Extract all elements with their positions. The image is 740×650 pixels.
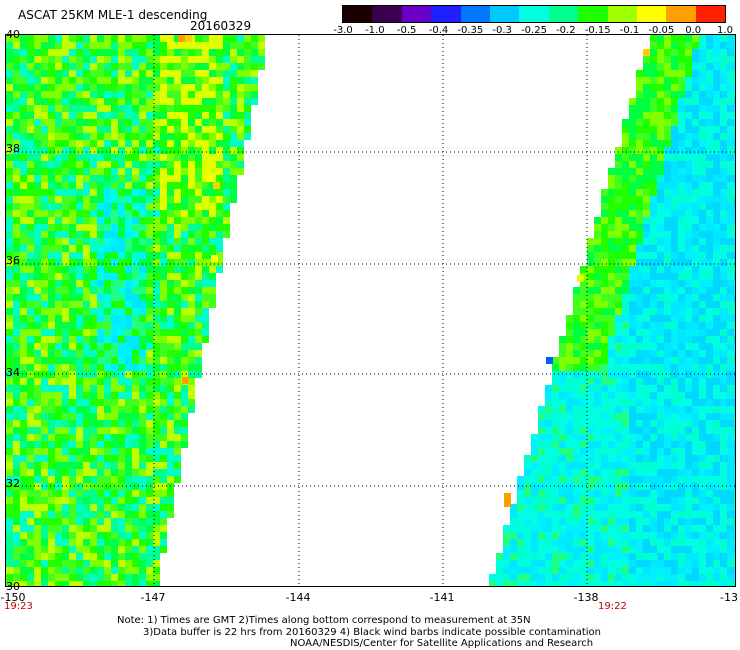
colorbar-segment <box>636 6 667 22</box>
colorbar-segment <box>607 6 637 22</box>
graticule <box>6 35 735 586</box>
lat-label-40: 40 <box>6 28 20 41</box>
colorbar-tick-label: -0.05 <box>648 25 675 36</box>
colorbar-tick-label: -0.5 <box>396 25 417 36</box>
map-title: ASCAT 25KM MLE-1 descending <box>18 8 208 22</box>
lon-label-144: -144 <box>285 591 311 604</box>
colorbar-tick-label: -3.0 <box>333 25 353 36</box>
colorbar-tick-label: -0.4 <box>428 25 449 36</box>
colorbar-segment <box>519 6 549 22</box>
colorbar-segment <box>666 6 696 22</box>
lon-label-138: -138 <box>573 591 599 604</box>
time-right: 19:22 <box>598 601 627 612</box>
colorbar <box>342 5 726 23</box>
lat-label-34: 34 <box>6 366 20 379</box>
colorbar-segment <box>548 6 579 22</box>
map-date: 20160329 <box>190 19 252 33</box>
colorbar-segment <box>372 6 402 22</box>
colorbar-tick-label: -0.15 <box>584 25 611 36</box>
colorbar-segment <box>460 6 490 22</box>
lon-label-147: -147 <box>140 591 166 604</box>
lon-label-135: -13 <box>720 591 738 604</box>
colorbar-segment <box>343 6 373 22</box>
swath-cells <box>6 35 735 586</box>
lat-label-36: 36 <box>6 254 20 267</box>
colorbar-segment <box>401 6 432 22</box>
lat-label-32: 32 <box>6 477 20 490</box>
colorbar-tick-label: 1.0 <box>717 25 733 36</box>
colorbar-segment <box>431 6 461 22</box>
map-panel <box>5 34 736 587</box>
colorbar-tick-label: -0.1 <box>619 25 640 36</box>
lat-label-30: 30 <box>6 580 20 593</box>
colorbar-segment <box>695 6 726 22</box>
lon-label-141: -141 <box>429 591 455 604</box>
colorbar-labels: -3.0 -1.0 -0.5 -0.4 -0.35 -0.3 -0.25 -0.2 -0.15-… <box>327 25 737 39</box>
lon-label-150: -150 <box>0 591 26 604</box>
note-line-1: Note: 1) Times are GMT 2)Times along bot… <box>117 615 531 626</box>
colorbar-tick-label: -0.35 <box>457 25 484 36</box>
note-line-3: NOAA/NESDIS/Center for Satellite Applica… <box>290 638 594 649</box>
colorbar-tick-label: -0.2 <box>556 25 576 36</box>
lat-label-38: 38 <box>6 142 20 155</box>
colorbar-tick-label: 0.0 <box>685 25 702 36</box>
swath-map <box>6 35 735 586</box>
colorbar-segment <box>489 6 520 22</box>
colorbar-tick-label: -0.25 <box>521 25 547 36</box>
colorbar-tick-label: -1.0 <box>365 25 385 36</box>
colorbar-segment <box>578 6 608 22</box>
colorbar-tick-label: -0.3 <box>492 25 512 36</box>
note-line-2: 3)Data buffer is 22 hrs from 20160329 4)… <box>143 627 601 638</box>
time-left: 19:23 <box>4 601 33 612</box>
